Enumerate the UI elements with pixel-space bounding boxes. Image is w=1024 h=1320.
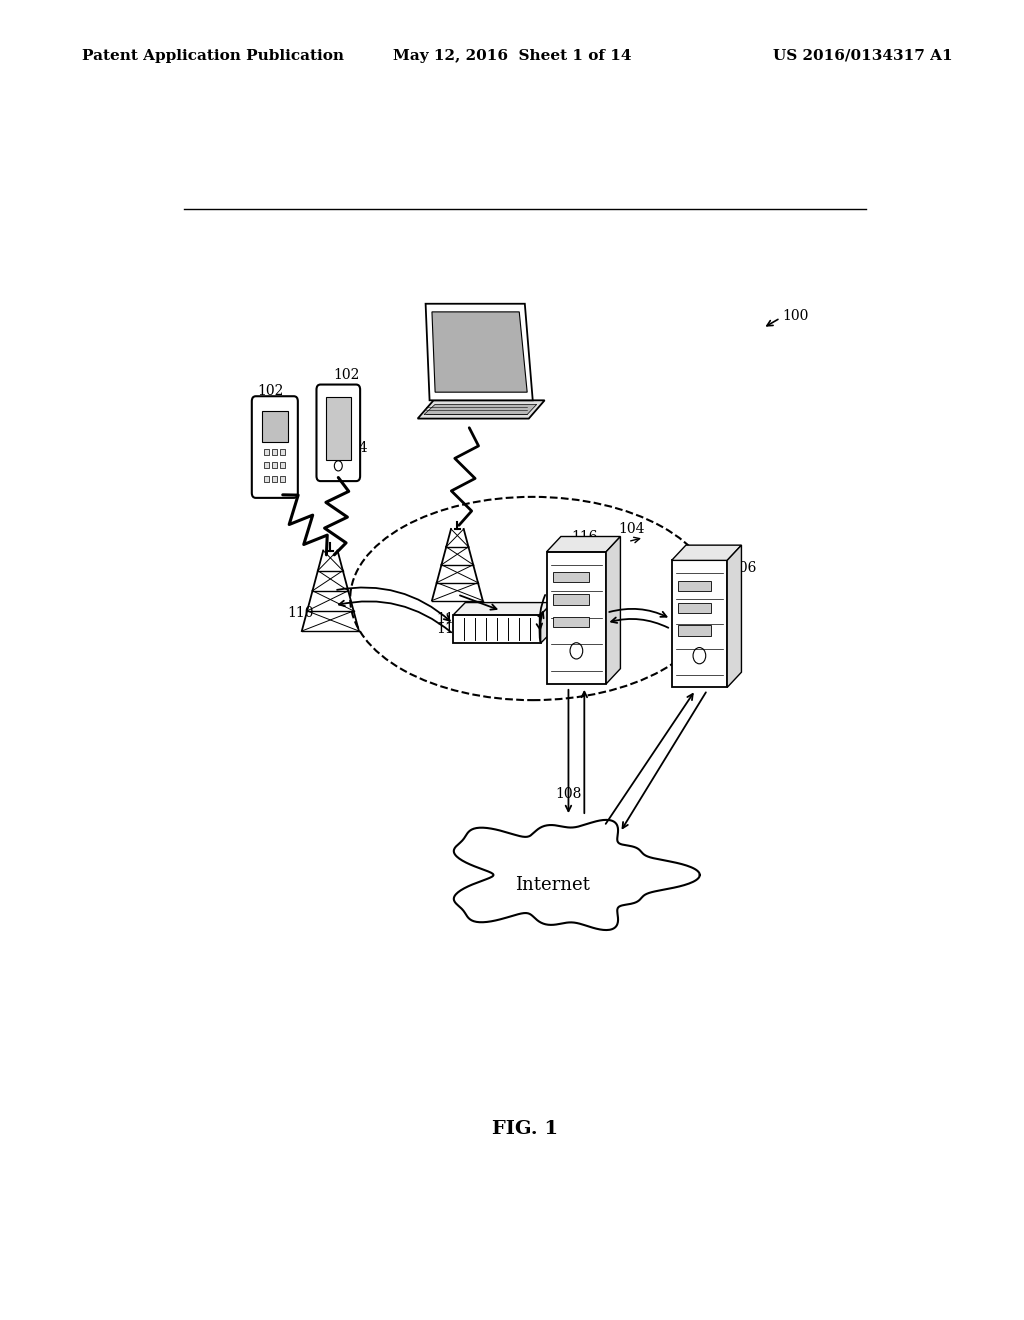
Bar (262, 412, 288, 442)
Bar (281, 449, 285, 455)
Bar (264, 449, 269, 455)
Polygon shape (541, 602, 553, 643)
Text: 104: 104 (618, 523, 645, 536)
Text: Patent Application Publication: Patent Application Publication (82, 49, 344, 63)
Bar (264, 475, 269, 482)
Bar (678, 626, 712, 636)
Text: 108: 108 (555, 787, 582, 801)
Bar (454, 615, 541, 643)
Bar (281, 475, 285, 482)
Bar (547, 552, 606, 684)
Text: 102: 102 (258, 384, 284, 399)
Text: May 12, 2016  Sheet 1 of 14: May 12, 2016 Sheet 1 of 14 (393, 49, 631, 63)
Bar (272, 462, 278, 469)
Bar (553, 594, 589, 605)
Bar (281, 462, 285, 469)
Bar (272, 449, 278, 455)
Polygon shape (454, 602, 553, 615)
Polygon shape (606, 536, 621, 684)
Bar (326, 397, 350, 459)
Text: 100: 100 (782, 309, 809, 323)
Polygon shape (454, 820, 699, 931)
Text: 102: 102 (483, 339, 510, 354)
Text: 110: 110 (436, 622, 463, 636)
Text: Internet: Internet (515, 876, 590, 894)
Text: 110: 110 (287, 606, 313, 619)
Bar (264, 462, 269, 469)
Text: 106: 106 (730, 561, 757, 576)
Bar (672, 561, 727, 688)
Bar (553, 616, 589, 627)
FancyBboxPatch shape (252, 396, 298, 498)
Polygon shape (432, 312, 527, 392)
Text: 114: 114 (265, 461, 292, 474)
Text: FIG. 1: FIG. 1 (492, 1121, 558, 1138)
Text: US 2016/0134317 A1: US 2016/0134317 A1 (773, 49, 952, 63)
Text: 102: 102 (333, 368, 359, 381)
Bar (553, 572, 589, 582)
Bar (678, 581, 712, 591)
Text: 114: 114 (428, 375, 455, 389)
Text: 114: 114 (341, 441, 368, 455)
Text: 112: 112 (436, 612, 463, 626)
Bar (272, 475, 278, 482)
Polygon shape (418, 400, 545, 418)
FancyBboxPatch shape (316, 384, 360, 480)
Polygon shape (426, 304, 532, 400)
Polygon shape (727, 545, 741, 688)
Polygon shape (672, 545, 741, 561)
Polygon shape (547, 536, 621, 552)
Text: 116: 116 (571, 529, 598, 544)
Polygon shape (424, 404, 537, 414)
Bar (678, 603, 712, 614)
